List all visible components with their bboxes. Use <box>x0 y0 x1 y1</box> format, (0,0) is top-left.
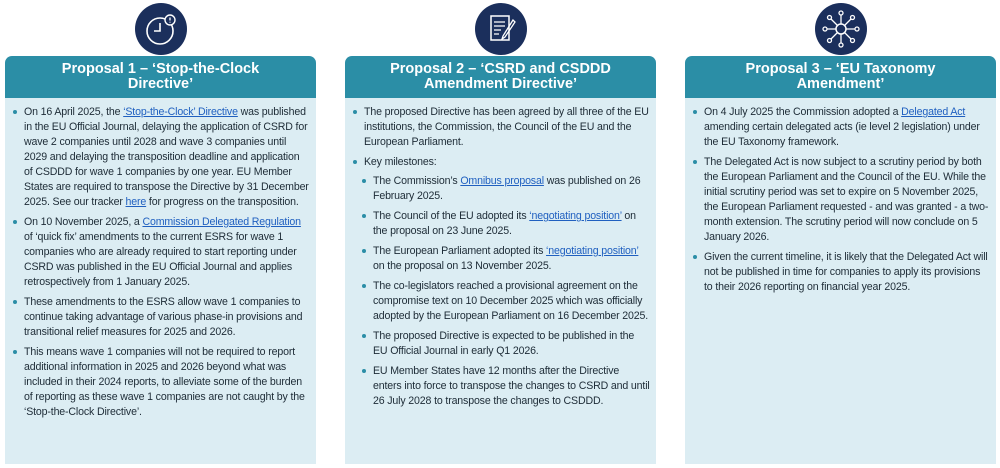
panel: Proposal 1 – ‘Stop-the-Clock Directive’ … <box>5 0 316 464</box>
bullet-list: On 4 July 2025 the Commission adopted a … <box>689 105 990 295</box>
text: amending certain delegated acts (ie leve… <box>704 121 980 148</box>
sub-bullet: The Council of the EU adopted its ‘negot… <box>362 209 650 239</box>
text: Key milestones: <box>364 156 437 168</box>
bullet: On 4 July 2025 the Commission adopted a … <box>693 105 990 150</box>
text: for progress on the transposition. <box>146 196 299 208</box>
panel-title: Proposal 1 – ‘Stop-the-Clock Directive’ <box>5 56 316 98</box>
text: On 16 April 2025, the <box>24 106 124 118</box>
text: The proposed Directive is expected to be… <box>373 330 635 357</box>
bullet: The proposed Directive has been agreed b… <box>353 105 650 150</box>
sub-bullet: The co-legislators reached a provisional… <box>362 279 650 324</box>
bullet: Given the current timeline, it is likely… <box>693 250 990 295</box>
sub-bullet: EU Member States have 12 months after th… <box>362 364 650 409</box>
clock-icon <box>134 3 187 55</box>
text: On 10 November 2025, a <box>24 216 143 228</box>
text: The proposed Directive has been agreed b… <box>364 106 649 148</box>
panel-body: On 16 April 2025, the ‘Stop-the-Clock’ D… <box>5 98 316 464</box>
sub-bullet: The European Parliament adopted its ‘neg… <box>362 244 650 274</box>
bullet-list: On 16 April 2025, the ‘Stop-the-Clock’ D… <box>9 105 310 420</box>
bullet: These amendments to the ESRS allow wave … <box>13 295 310 340</box>
link[interactable]: Commission Delegated Regulation <box>142 216 301 228</box>
network-icon <box>814 3 867 55</box>
sub-bullet: The proposed Directive is expected to be… <box>362 329 650 359</box>
text: on the proposal on 13 November 2025. <box>373 260 552 272</box>
text: Given the current timeline, it is likely… <box>704 251 988 293</box>
text: The Commission’s <box>373 175 461 187</box>
panel-body: The proposed Directive has been agreed b… <box>345 98 656 464</box>
text: The co-legislators reached a provisional… <box>373 280 649 322</box>
sub-list: The Commission’s Omnibus proposal was pu… <box>362 174 650 409</box>
sub-bullet: The Commission’s Omnibus proposal was pu… <box>362 174 650 204</box>
link[interactable]: here <box>125 196 147 208</box>
text: EU Member States have 12 months after th… <box>373 365 650 407</box>
panel-title: Proposal 3 – ‘EU Taxonomy Amendment’ <box>685 56 996 98</box>
text: was published on 26 February 2025. <box>373 175 641 202</box>
bullet-list: The proposed Directive has been agreed b… <box>349 105 650 409</box>
bullet: Key milestones: The Commission’s Omnibus … <box>353 155 650 409</box>
link[interactable]: ‘negotiating position’ <box>546 245 639 257</box>
link[interactable]: ‘Stop-the-Clock’ Directive <box>123 106 238 118</box>
text: The Council of the EU adopted its <box>373 210 530 222</box>
text: On 4 July 2025 the Commission adopted a <box>704 106 902 118</box>
link[interactable]: Delegated Act <box>901 106 966 118</box>
bullet: The Delegated Act is now subject to a sc… <box>693 155 990 245</box>
text: The Delegated Act is now subject to a sc… <box>704 156 989 243</box>
text: was published in the EU Official Journal… <box>24 106 309 208</box>
panel-body: On 4 July 2025 the Commission adopted a … <box>685 98 996 464</box>
bullet: This means wave 1 companies will not be … <box>13 345 310 420</box>
bullet: On 10 November 2025, a Commission Delega… <box>13 215 310 290</box>
text: This means wave 1 companies will not be … <box>24 346 305 418</box>
link[interactable]: Omnibus proposal <box>460 175 544 187</box>
document-icon <box>474 3 527 55</box>
text: The European Parliament adopted its <box>373 245 547 257</box>
panel-title: Proposal 2 – ‘CSRD and CSDDD Amendment D… <box>345 56 656 98</box>
text: These amendments to the ESRS allow wave … <box>24 296 303 338</box>
panel: Proposal 2 – ‘CSRD and CSDDD Amendment D… <box>345 0 656 464</box>
link[interactable]: ‘negotiating position’ <box>529 210 622 222</box>
text: of ‘quick fix’ amendments to the current… <box>24 231 297 288</box>
bullet: On 16 April 2025, the ‘Stop-the-Clock’ D… <box>13 105 310 210</box>
text: on the proposal on 23 June 2025. <box>373 210 636 237</box>
panel: Proposal 3 – ‘EU Taxonomy Amendment’ On … <box>685 0 996 464</box>
